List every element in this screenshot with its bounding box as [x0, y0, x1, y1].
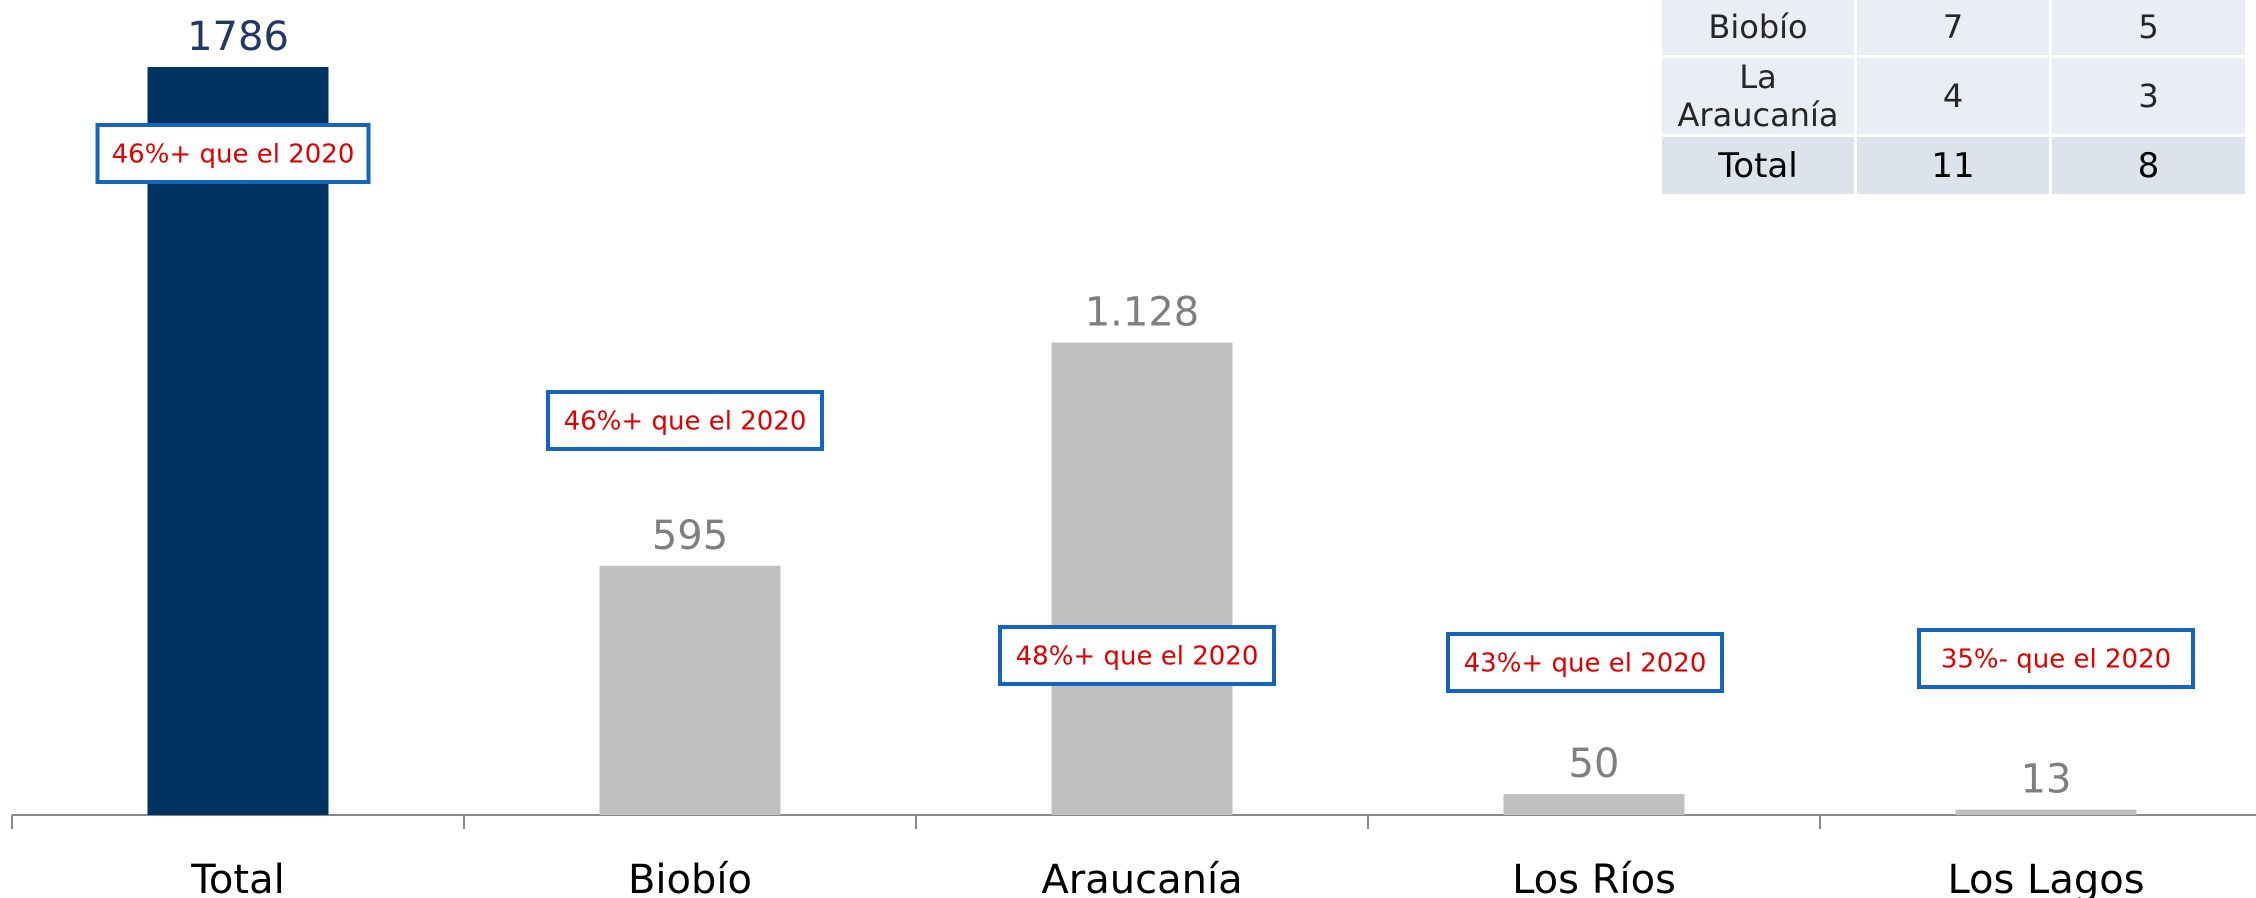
table-cell: 5: [2052, 0, 2245, 55]
annotation-box: [998, 625, 1276, 686]
table-total-row: Total 11 8: [1662, 137, 2245, 194]
table-cell: Biobío: [1662, 0, 1854, 55]
annotation-box: [95, 123, 371, 184]
x-tick-label: Total: [190, 857, 284, 898]
table-row: Biobío 7 5: [1662, 0, 2245, 55]
table-cell: 4: [1857, 58, 2049, 134]
bar-value-label: 1.128: [1085, 290, 1200, 336]
bar: [1051, 342, 1233, 815]
bar-value-label: 50: [1569, 741, 1620, 787]
annotation-text: 46%+ que el 2020: [564, 407, 807, 437]
table-total-label: Total: [1662, 137, 1854, 194]
annotation-text: 46%+ que el 2020: [112, 140, 355, 170]
x-tick-label: Los Lagos: [1947, 857, 2144, 898]
bar-value-label: 1786: [187, 14, 289, 60]
annotation-box: [1446, 632, 1724, 693]
annotation-text: 35%- que el 2020: [1941, 645, 2171, 675]
annotation-box: [1917, 628, 2195, 689]
annotation-text: 48%+ que el 2020: [1016, 642, 1259, 672]
x-tick-label: Los Ríos: [1512, 857, 1676, 898]
annotation-text: 43%+ que el 2020: [1464, 649, 1707, 679]
table-cell: 3: [2052, 58, 2245, 134]
bar: [599, 565, 781, 815]
annotation-box: [546, 390, 824, 451]
bar-value-label: 595: [652, 513, 728, 559]
table-cell: La Araucanía: [1662, 58, 1854, 134]
table-row: La Araucanía 4 3: [1662, 58, 2245, 134]
x-tick-label: Biobío: [628, 857, 752, 898]
table-total-cell: 11: [1857, 137, 2049, 194]
summary-table: Biobío 7 5 La Araucanía 4 3 Total 11 8: [1659, 0, 2248, 197]
bar: [1503, 794, 1685, 815]
table-cell: 7: [1857, 0, 2049, 55]
x-tick-label: Araucanía: [1041, 857, 1242, 898]
bar: [1955, 809, 2137, 815]
bar-value-label: 13: [2021, 757, 2072, 803]
table-total-cell: 8: [2052, 137, 2245, 194]
bar: [147, 67, 329, 815]
